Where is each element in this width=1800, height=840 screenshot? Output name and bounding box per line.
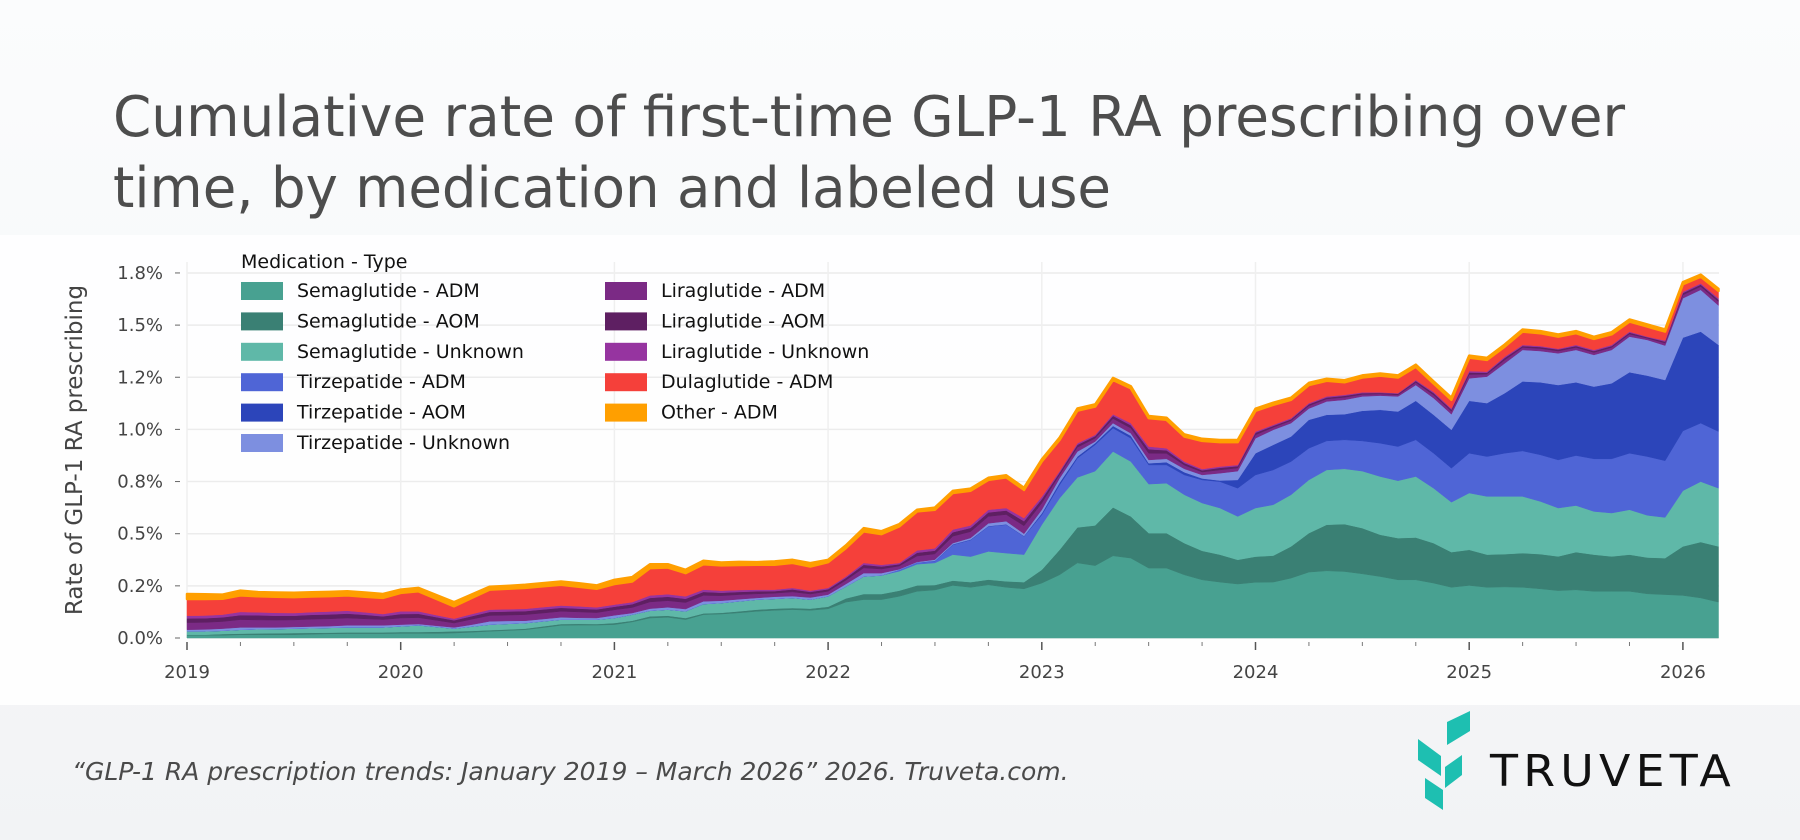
- x-tick-label: 2024: [1233, 662, 1279, 683]
- legend-label: Semaglutide - AOM: [297, 310, 480, 332]
- legend-title: Medication - Type: [241, 251, 407, 273]
- legend: Medication - Type Semaglutide - ADM Semag…: [241, 251, 869, 454]
- legend-label: Semaglutide - Unknown: [297, 341, 524, 363]
- stacked-areas: [185, 273, 1720, 639]
- x-tick-label: 2020: [378, 662, 424, 683]
- axes: 0.0% 0.2% 0.5% 0.8% 1.0% 1.2% 1.5% 1.8% 2019 2020…: [117, 263, 1706, 683]
- legend-label: Semaglutide - ADM: [297, 280, 480, 302]
- area-other-adm: [185, 273, 1720, 608]
- legend-label: Tirzepatide - ADM: [296, 371, 466, 393]
- legend-label: Tirzepatide - Unknown: [296, 432, 510, 454]
- legend-label: Tirzepatide - AOM: [296, 402, 466, 424]
- x-tick-label: 2019: [164, 662, 210, 683]
- legend-item: Semaglutide - Unknown: [241, 341, 524, 363]
- legend-label: Dulaglutide - ADM: [661, 371, 833, 393]
- legend-swatch: [605, 282, 647, 300]
- legend-item: Tirzepatide - ADM: [241, 371, 466, 393]
- x-tick-label: 2026: [1660, 662, 1706, 683]
- legend-swatch: [241, 312, 283, 331]
- y-tick-label: 1.2%: [117, 367, 163, 388]
- legend-item: Dulaglutide - ADM: [605, 371, 833, 393]
- legend-label: Liraglutide - Unknown: [661, 341, 869, 363]
- y-tick-label: 0.2%: [117, 576, 163, 597]
- x-tick-label: 2021: [591, 662, 637, 683]
- citation-text: “GLP-1 RA prescription trends: January 2…: [72, 757, 1069, 786]
- legend-item: Tirzepatide - AOM: [241, 402, 466, 424]
- y-tick-label: 1.5%: [117, 315, 163, 336]
- legend-item: Semaglutide - AOM: [241, 310, 480, 332]
- x-tick-label: 2022: [805, 662, 851, 683]
- chart-title-line-2: time, by medication and labeled use: [113, 156, 1111, 221]
- logo-leaf-icon: [1418, 711, 1470, 810]
- x-tick-label: 2023: [1019, 662, 1065, 683]
- legend-label: Other - ADM: [661, 402, 778, 424]
- legend-item: Liraglutide - Unknown: [605, 341, 869, 363]
- legend-label: Liraglutide - ADM: [661, 280, 825, 302]
- legend-label: Liraglutide - AOM: [661, 310, 825, 332]
- chart-title-line-1: Cumulative rate of first-time GLP-1 RA p…: [113, 85, 1626, 150]
- y-tick-label: 0.0%: [117, 628, 163, 649]
- legend-swatch: [241, 434, 283, 452]
- y-tick-label: 0.8%: [117, 472, 163, 493]
- truveta-logo: TRUVETA: [1418, 711, 1736, 810]
- legend-swatch: [241, 403, 283, 422]
- legend-swatch: [605, 312, 647, 331]
- legend-item: Other - ADM: [605, 402, 778, 424]
- y-axis-label: Rate of GLP-1 RA prescribing: [62, 285, 88, 615]
- logo-text: TRUVETA: [1489, 746, 1736, 797]
- legend-item: Liraglutide - AOM: [605, 310, 825, 332]
- y-tick-label: 1.0%: [117, 419, 163, 440]
- legend-item: Semaglutide - ADM: [241, 280, 480, 302]
- legend-item: Liraglutide - ADM: [605, 280, 825, 302]
- legend-swatch: [241, 282, 283, 300]
- legend-swatch: [241, 342, 283, 361]
- legend-swatch: [605, 342, 647, 361]
- legend-swatch: [605, 373, 647, 392]
- legend-swatch: [605, 403, 647, 422]
- x-tick-label: 2025: [1446, 662, 1492, 683]
- y-tick-label: 1.8%: [117, 263, 163, 284]
- y-tick-label: 0.5%: [117, 524, 163, 545]
- legend-swatch: [241, 373, 283, 392]
- legend-item: Tirzepatide - Unknown: [241, 432, 510, 454]
